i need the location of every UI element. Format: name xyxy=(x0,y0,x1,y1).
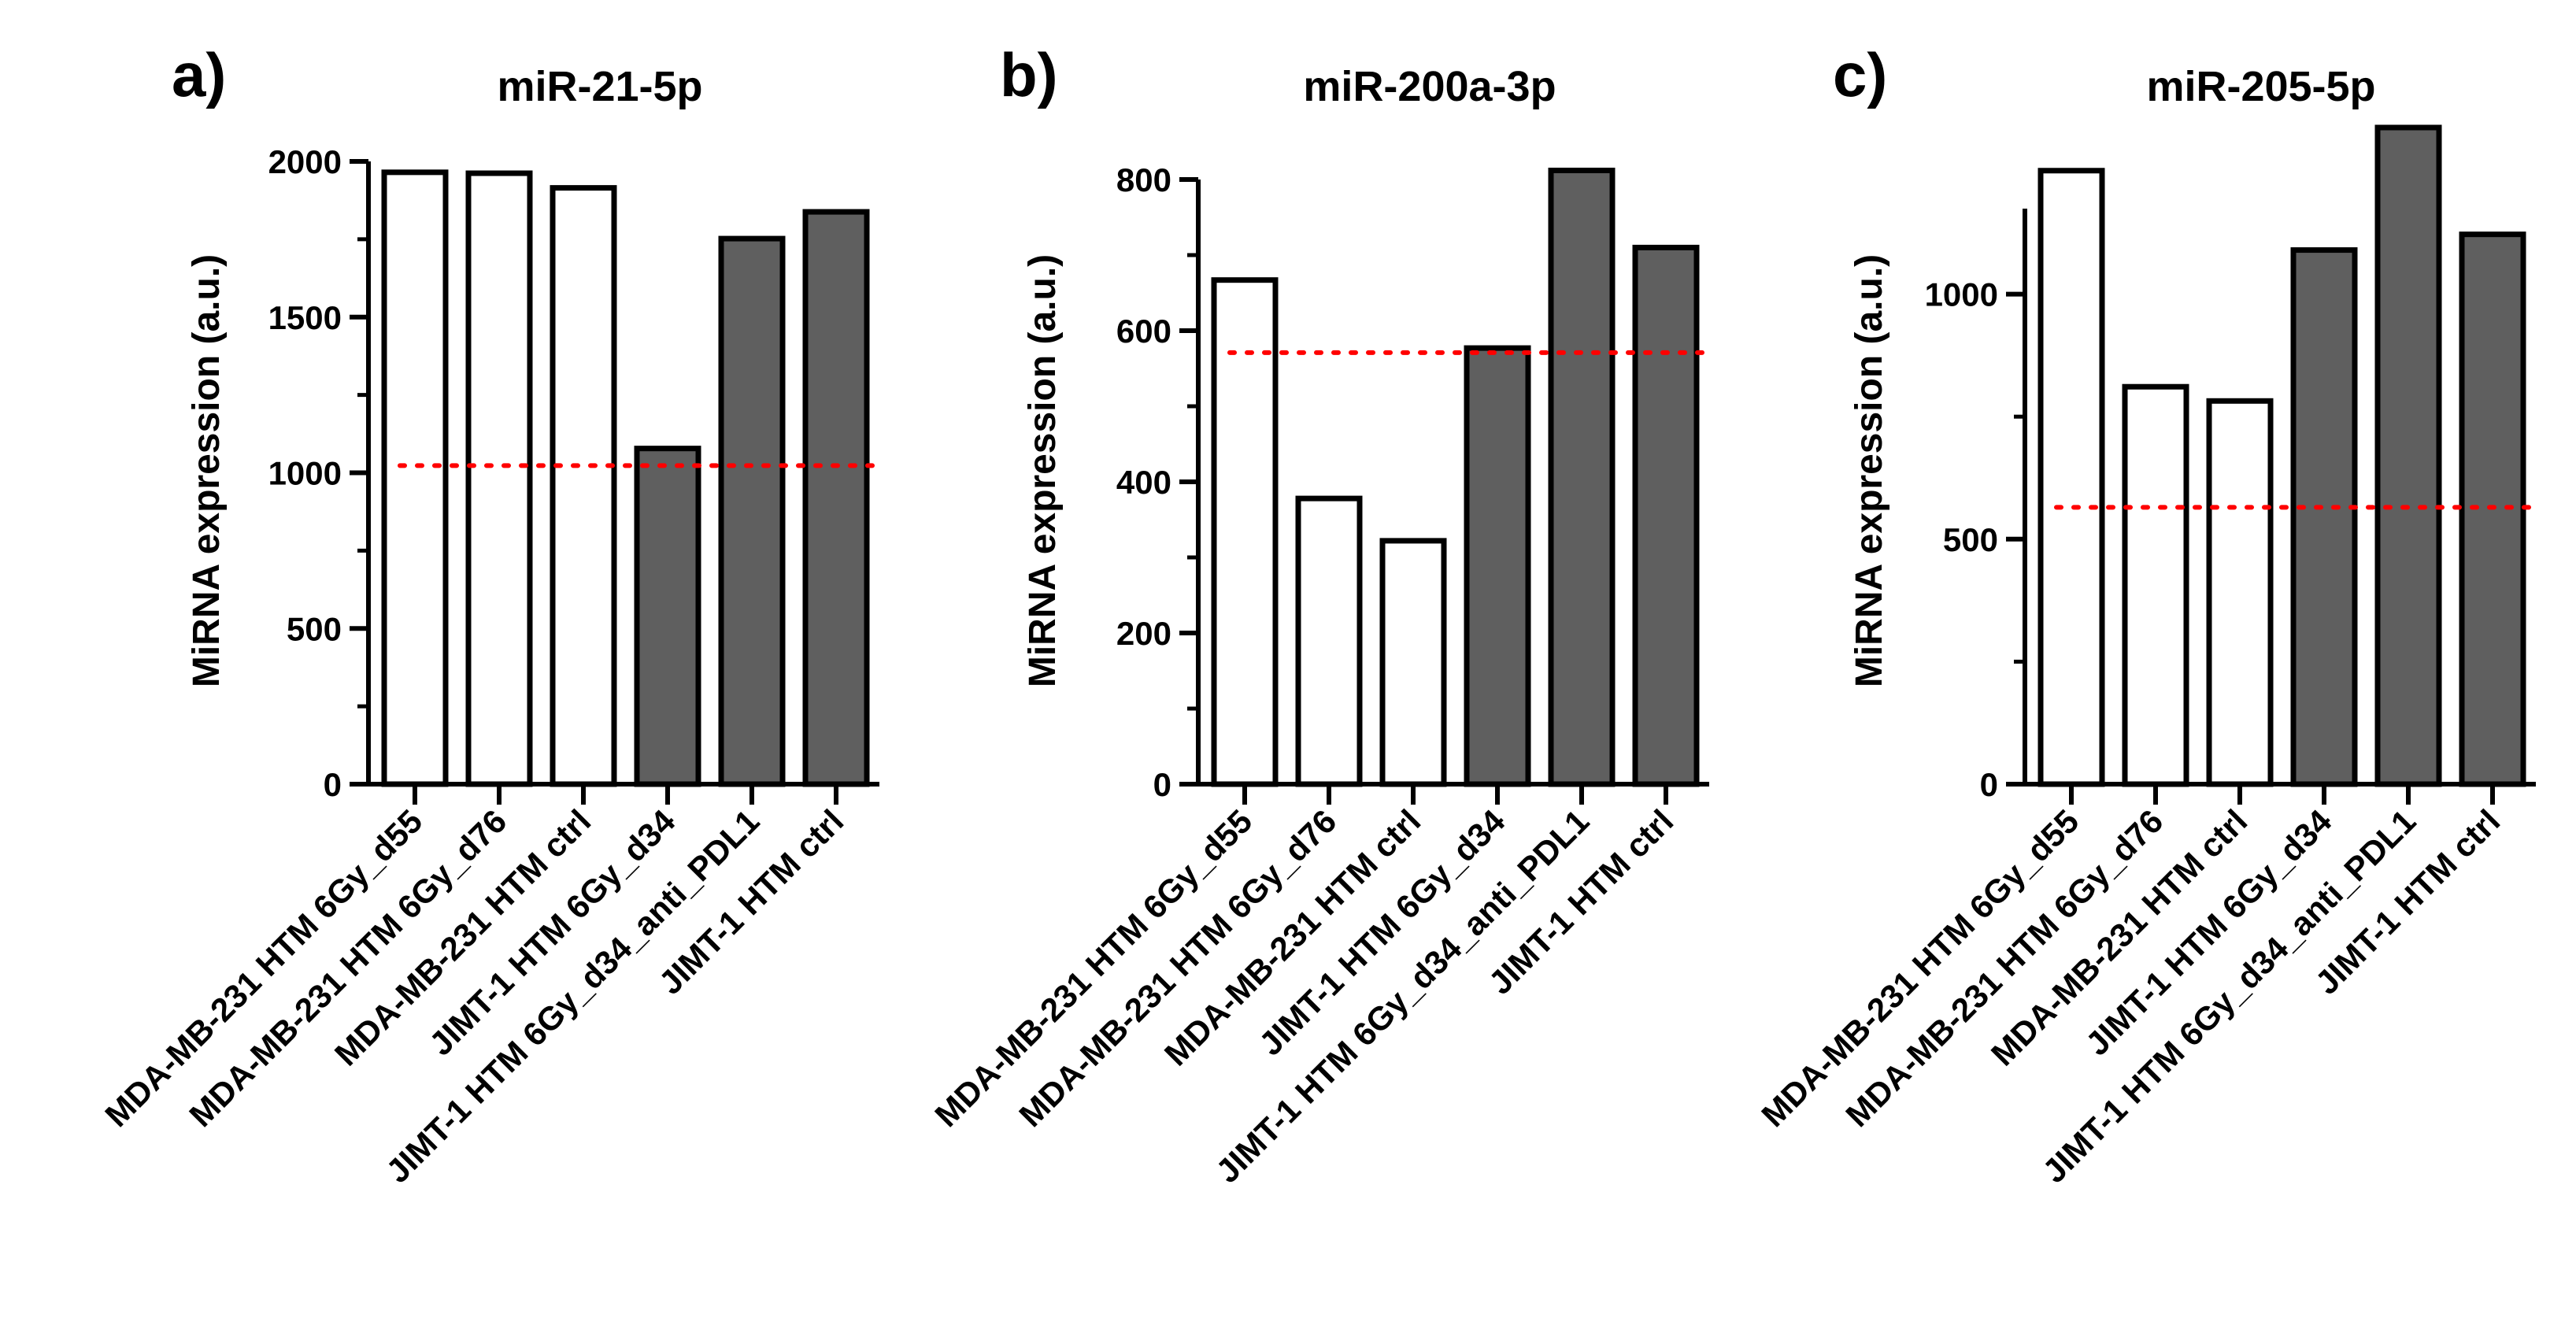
y-tick-label-c-0: 0 xyxy=(1980,766,1998,803)
bar-c-4 xyxy=(2290,247,2358,787)
bar-c-5 xyxy=(2374,124,2442,787)
bar-a-4 xyxy=(634,446,701,787)
panel-letter-b: b) xyxy=(1000,40,1058,109)
panel-letter-c: c) xyxy=(1833,40,1887,109)
bar-b-6 xyxy=(1632,244,1700,787)
bar-a-6 xyxy=(802,209,870,787)
y-tick-label-b-400: 400 xyxy=(1116,464,1171,501)
bar-a-3 xyxy=(550,185,617,787)
bar-a-1 xyxy=(381,169,449,787)
y-tick-label-b-800: 800 xyxy=(1116,161,1171,198)
chart-title-a: miR-21-5p xyxy=(497,63,702,110)
y-axis-label-a: MiRNA expression (a.u.) xyxy=(186,254,228,687)
y-axis-label-c: MiRNA expression (a.u.) xyxy=(1849,254,1890,687)
y-axis-label-b: MiRNA expression (a.u.) xyxy=(1022,254,1064,687)
y-tick-label-a-1500: 1500 xyxy=(268,299,342,336)
bar-b-1 xyxy=(1211,277,1279,787)
y-tick-label-c-1000: 1000 xyxy=(1925,276,1998,313)
y-tick-label-c-500: 500 xyxy=(1943,521,1998,558)
panel-letter-a: a) xyxy=(172,40,226,109)
bar-c-1 xyxy=(2037,168,2105,787)
bar-a-2 xyxy=(465,170,533,787)
y-tick-label-b-0: 0 xyxy=(1153,766,1171,803)
bar-c-2 xyxy=(2122,383,2189,787)
y-tick-label-a-1000: 1000 xyxy=(268,455,342,492)
bar-b-2 xyxy=(1295,495,1363,787)
bar-b-4 xyxy=(1464,345,1531,787)
bar-c-3 xyxy=(2206,398,2274,787)
bar-b-5 xyxy=(1548,167,1616,787)
bar-a-5 xyxy=(718,235,786,787)
y-tick-label-a-0: 0 xyxy=(324,766,342,803)
chart-title-c: miR-205-5p xyxy=(2146,63,2375,110)
y-tick-label-a-500: 500 xyxy=(287,610,342,647)
y-tick-label-b-600: 600 xyxy=(1116,313,1171,350)
chart-title-b: miR-200a-3p xyxy=(1303,63,1556,110)
y-tick-label-b-200: 200 xyxy=(1116,615,1171,652)
y-tick-label-a-2000: 2000 xyxy=(268,143,342,180)
bar-b-3 xyxy=(1379,538,1447,787)
